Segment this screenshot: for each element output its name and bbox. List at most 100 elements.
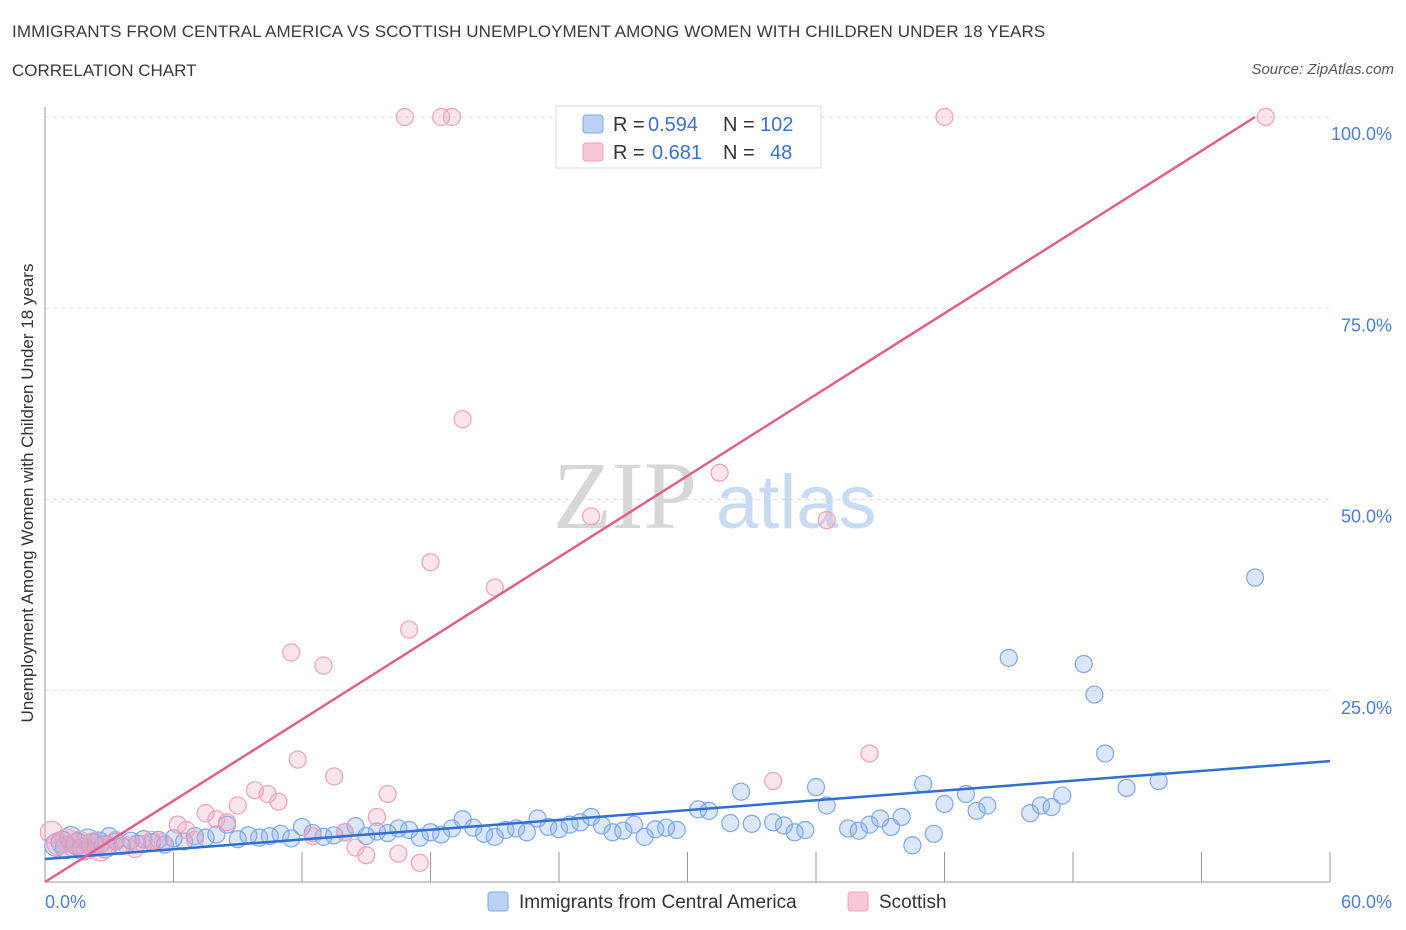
scottish-point-21	[228, 796, 247, 815]
bottom-legend-label-scottish: Scottish	[879, 892, 947, 913]
scottish-point-40	[453, 410, 472, 429]
scottish-point-44	[764, 771, 783, 791]
y-tick-label-0: 25.0%	[1341, 698, 1392, 718]
scottish-point-43	[710, 463, 729, 482]
legend-n-label-2: N =	[723, 142, 755, 164]
immigrants-point-62	[624, 815, 644, 834]
chart-title: IMMIGRANTS FROM CENTRAL AMERICA VS SCOTT…	[12, 22, 1046, 41]
scottish-point-26	[288, 750, 307, 769]
scottish-point-42	[582, 507, 601, 526]
scottish-trend-line	[44, 115, 1256, 884]
legend-swatch-scottish	[582, 142, 604, 162]
scottish-point-36	[399, 620, 419, 639]
scottish-point-30	[335, 823, 354, 842]
immigrants-point-78	[839, 819, 858, 838]
stats-legend: R = 0.594 N = 102 R = 0.681 N = 48	[555, 105, 822, 169]
scottish-point-13	[142, 830, 162, 850]
immigrants-point-49	[485, 827, 504, 846]
scottish-point-27	[303, 826, 322, 846]
scottish-point-49	[935, 107, 954, 127]
bottom-legend-swatch-immigrants	[487, 891, 509, 912]
scottish-point-50	[1256, 107, 1275, 127]
scottish-point-35	[389, 844, 408, 863]
scottish-point-32	[357, 846, 376, 865]
immigrants-point-87	[935, 794, 954, 814]
immigrants-point-61	[614, 821, 633, 840]
immigrants-point-66	[667, 820, 686, 840]
x-tick-label-max: 60.0%	[1341, 892, 1392, 912]
immigrants-point-77	[817, 796, 836, 815]
immigrants-point-86	[924, 824, 943, 843]
watermark: ZIP atlas	[553, 442, 877, 549]
series-legend: Immigrants from Central America Scottish	[487, 891, 947, 913]
scottish-point-29	[325, 767, 344, 786]
immigrants-point-101	[1245, 568, 1265, 587]
immigrants-point-79	[849, 821, 868, 840]
immigrants-point-96	[1074, 654, 1093, 674]
y-tick-label-2: 75.0%	[1341, 315, 1392, 335]
y-tick-label-3: 100.0%	[1331, 124, 1392, 144]
bottom-legend-label-immigrants: Immigrants from Central America	[519, 892, 797, 913]
scottish-point-45	[817, 511, 836, 530]
legend-r-value-1: 0.594	[648, 114, 698, 136]
immigrants-point-85	[903, 836, 922, 855]
y-axis-title: Unemployment Among Women with Children U…	[18, 264, 37, 723]
scottish-point-14	[153, 833, 172, 852]
scottish-point-46	[860, 744, 879, 763]
grid-lines	[45, 116, 1330, 692]
legend-n-value-1: 102	[760, 114, 793, 136]
immigrants-point-76	[806, 778, 826, 797]
scottish-point-37	[410, 853, 429, 872]
scottish-point-47	[395, 107, 414, 127]
immigrants-point-43	[421, 823, 440, 842]
immigrants-point-73	[774, 816, 793, 835]
immigrants-point-70	[731, 782, 751, 801]
immigrants-point-97	[1096, 744, 1115, 763]
immigrants-point-84	[913, 774, 933, 794]
bottom-legend-swatch-scottish	[847, 891, 869, 912]
immigrants-point-71	[742, 814, 761, 833]
axes	[44, 107, 1331, 883]
immigrants-point-98	[1085, 685, 1104, 704]
watermark-zip: ZIP	[553, 442, 697, 549]
immigrants-point-91	[999, 648, 1018, 667]
immigrants-point-69	[721, 813, 740, 833]
scottish-point-18	[196, 804, 215, 823]
scottish-point-25	[282, 643, 301, 662]
legend-r-label-1: R =	[613, 114, 645, 136]
legend-swatch-immigrants	[582, 114, 604, 134]
immigrants-point-95	[1053, 786, 1072, 805]
y-tick-label-1: 50.0%	[1341, 507, 1392, 527]
immigrants-point-52	[517, 823, 536, 842]
scottish-point-24	[269, 792, 288, 811]
source-credit: Source: ZipAtlas.com	[1251, 61, 1394, 78]
trend-lines	[44, 115, 1331, 884]
immigrants-point-72	[764, 813, 783, 832]
immigrants-point-83	[892, 807, 911, 827]
immigrants-point-65	[656, 818, 676, 837]
scottish-point-15	[168, 815, 187, 834]
tick-labels: 25.0% 50.0% 75.0% 100.0% 0.0% 60.0%	[45, 124, 1392, 912]
immigrants-point-19	[164, 829, 183, 848]
legend-n-label-1: N =	[723, 114, 755, 136]
immigrants-point-74	[785, 823, 804, 842]
immigrants-point-100	[1149, 771, 1168, 791]
scottish-point-38	[421, 553, 440, 572]
immigrants-point-80	[860, 815, 879, 834]
scottish-point-17	[185, 830, 205, 850]
legend-n-value-2: 48	[770, 142, 792, 164]
scottish-point-34	[378, 784, 397, 804]
scottish-point-48	[442, 107, 462, 127]
immigrants-point-89	[967, 801, 986, 820]
immigrants-point-68	[699, 801, 719, 820]
scottish-point-19	[207, 810, 226, 829]
x-tick-label-min: 0.0%	[45, 892, 86, 912]
scottish-point-0	[39, 820, 64, 844]
legend-r-value-2: 0.681	[652, 142, 702, 164]
scottish-point-41	[485, 578, 504, 597]
immigrants-point-75	[796, 820, 815, 840]
immigrants-point-42	[410, 828, 429, 847]
scottish-point-33	[367, 807, 387, 827]
legend-r-label-2: R =	[613, 142, 645, 164]
